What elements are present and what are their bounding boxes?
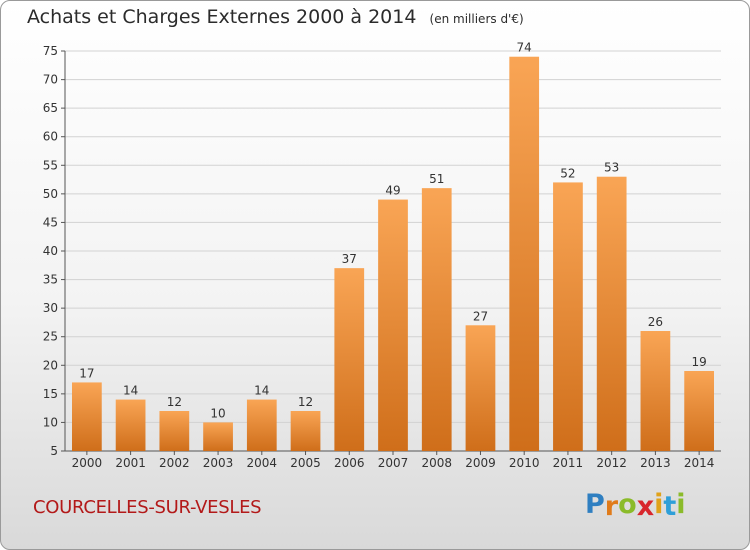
data-label: 52 [560,166,575,180]
data-label: 53 [604,161,619,175]
x-tick-label: 2002 [159,456,190,470]
y-tick-label: 50 [43,187,58,201]
logo-letter: x [636,491,655,522]
y-tick-label: 5 [50,444,58,458]
data-label: 26 [648,315,663,329]
data-label: 74 [517,41,532,55]
bar-2014 [684,371,715,451]
x-tick-label: 2006 [334,456,365,470]
y-tick-label: 45 [43,215,58,229]
x-tick-label: 2007 [378,456,409,470]
x-tick-label: 2001 [115,456,146,470]
bar-2002 [159,411,190,451]
data-label: 51 [429,172,444,186]
y-tick-label: 35 [43,273,58,287]
logo-letter: i [676,489,686,520]
y-tick-label: 25 [43,330,58,344]
x-tick-label: 2010 [509,456,540,470]
x-tick-label: 2000 [72,456,103,470]
bar-2007 [378,199,408,451]
chart-title: Achats et Charges Externes 2000 à 2014 [27,6,417,28]
data-labels: 17 14 12 10 14 12 37 49 51 27 74 52 53 26 19 [79,41,707,421]
town-name: COURCELLES-SUR-VESLES [33,497,262,518]
x-tick-label: 2003 [203,456,234,470]
y-tick-label: 55 [43,158,58,172]
x-tick-label: 2004 [247,456,278,470]
x-tick-labels: 2000 2001 2002 2003 2004 2005 2006 2007 2008 2009… [72,456,715,470]
bar-2011 [553,182,583,451]
y-tick-labels: 5 10 15 20 25 30 35 40 45 50 55 60 65 70 75 [43,44,58,458]
x-tick-label: 2005 [290,456,321,470]
data-label: 19 [691,355,706,369]
data-label: 49 [385,184,400,198]
data-label: 12 [167,395,182,409]
title-row: Achats et Charges Externes 2000 à 2014 (… [27,6,524,28]
data-label: 14 [123,384,138,398]
y-tick-label: 75 [43,44,58,58]
y-tick-label: 70 [43,73,58,87]
bar-2003 [203,422,233,451]
bar-2009 [465,325,496,451]
bar-2012 [596,176,627,451]
y-tick-label: 15 [43,387,58,401]
x-tick-label: 2012 [596,456,627,470]
bars [71,56,715,451]
data-label: 10 [210,406,225,420]
x-tick-label: 2009 [465,456,496,470]
bar-2010 [509,56,540,451]
bar-2000 [71,382,102,451]
chart-units: (en milliers d'€) [429,12,524,26]
data-label: 12 [298,395,313,409]
y-tick-label: 40 [43,244,58,258]
bar-2005 [290,411,321,451]
data-label: 17 [79,366,94,380]
bar-2006 [334,268,365,451]
bar-2004 [246,399,277,451]
x-tick-label: 2008 [421,456,452,470]
y-tick-label: 10 [43,415,58,429]
x-tick-label: 2013 [640,456,671,470]
logo-letter: i [654,489,664,520]
logo-letter: t [663,491,677,522]
y-tick-label: 65 [43,101,58,115]
logo-letter: r [604,491,619,522]
data-label: 14 [254,384,269,398]
y-tick-label: 60 [43,130,58,144]
bar-2013 [640,331,671,451]
y-tick-label: 20 [43,358,58,372]
x-tick-label: 2014 [684,456,715,470]
data-label: 27 [473,309,488,323]
y-tick-label: 30 [43,301,58,315]
data-label: 37 [342,252,357,266]
logo-letter: P [585,489,605,520]
bar-2001 [115,399,146,451]
bar-2008 [421,188,452,451]
logo-letter: o [618,489,637,520]
proxiti-logo[interactable]: Proxiti [585,489,686,522]
x-tick-label: 2011 [553,456,584,470]
